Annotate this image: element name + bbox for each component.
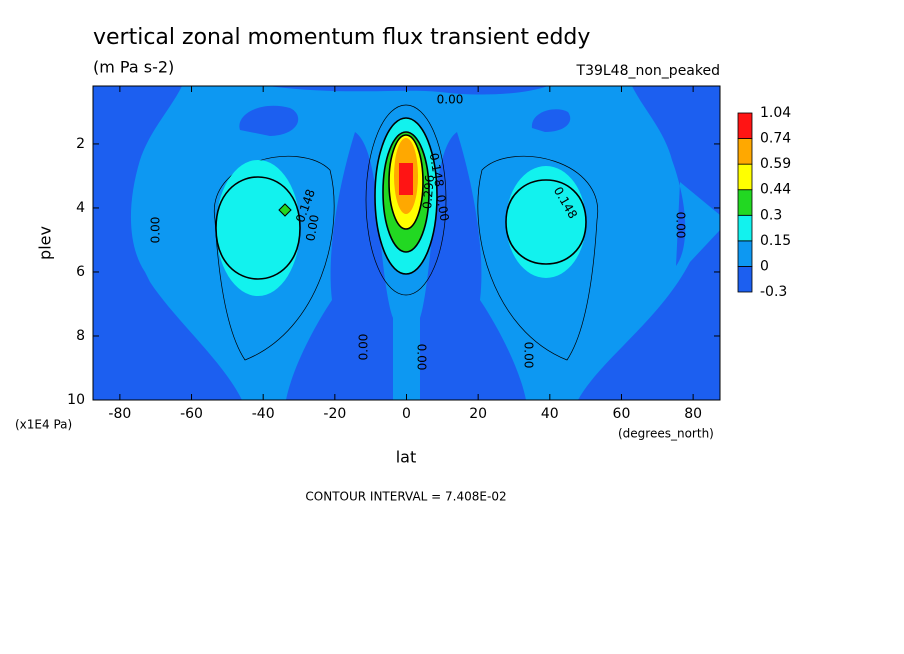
contour-label: 0.148 xyxy=(427,152,447,188)
y-units: (x1E4 Pa) xyxy=(15,418,72,432)
y-tick-label: 10 xyxy=(67,392,85,408)
negative-regions xyxy=(93,86,720,400)
colorbar-box xyxy=(737,138,753,165)
x-axis-label: lat xyxy=(396,448,417,467)
contour-label: 0.00 xyxy=(415,344,429,371)
footer: CONTOUR INTERVAL = 7.408E-02 xyxy=(305,490,506,504)
x-tick-label: -60 xyxy=(180,406,203,422)
y-tick-label: 4 xyxy=(76,200,85,216)
colorbar-label: 0 xyxy=(760,258,769,274)
x-tick-label: 80 xyxy=(684,406,702,422)
x-units: (degrees_north) xyxy=(618,427,714,441)
chart-title: vertical zonal momentum flux transient e… xyxy=(93,25,590,50)
dataset-label: T39L48_non_peaked xyxy=(576,63,720,79)
x-tick-label: 20 xyxy=(469,406,487,422)
subtitle: (m Pa s-2) xyxy=(93,58,174,77)
colorbar-label: -0.3 xyxy=(760,284,787,300)
colorbar-box xyxy=(737,214,753,242)
y-axis-label: plev xyxy=(36,226,55,260)
colorbar-box xyxy=(737,189,753,216)
contour-label: 0.00 xyxy=(149,217,163,244)
y-tick-label: 6 xyxy=(76,264,85,280)
contour-label: 0.00 xyxy=(303,214,321,243)
x-tick-label: 0 xyxy=(402,406,411,422)
colorbar-label: 0.74 xyxy=(760,131,791,147)
contour-label: 0.00 xyxy=(522,342,536,369)
x-tick-label: -80 xyxy=(108,406,131,422)
x-tick-label: -20 xyxy=(323,406,346,422)
x-tick-label: 60 xyxy=(613,406,631,422)
x-tick-label: -40 xyxy=(252,406,275,422)
positive-lobe xyxy=(216,160,300,296)
colorbar-label: 0.59 xyxy=(760,156,791,172)
positive-lobe xyxy=(506,166,586,278)
contour-label: 0.00 xyxy=(674,212,688,239)
contour-label: 0.00 xyxy=(433,194,451,223)
colorbar-label: 0.3 xyxy=(760,207,782,223)
x-tick-label: 40 xyxy=(541,406,559,422)
colorbar-box xyxy=(737,112,753,139)
local-max xyxy=(278,203,292,217)
colorbar-label: 0.44 xyxy=(760,182,791,198)
y-tick-label: 2 xyxy=(76,136,85,152)
plume-core xyxy=(399,163,413,195)
colorbar-box xyxy=(737,266,753,293)
colorbar-label: 1.04 xyxy=(760,105,791,121)
contour-label: 0.00 xyxy=(357,334,371,361)
y-tick-label: 8 xyxy=(76,328,85,344)
colorbar-label: 0.15 xyxy=(760,233,791,249)
colorbar-box xyxy=(737,163,753,191)
contour-label: 0.296 xyxy=(420,174,437,209)
contour-label: 0.00 xyxy=(437,93,464,107)
contour-field xyxy=(93,86,720,400)
colorbar-box xyxy=(737,240,753,267)
